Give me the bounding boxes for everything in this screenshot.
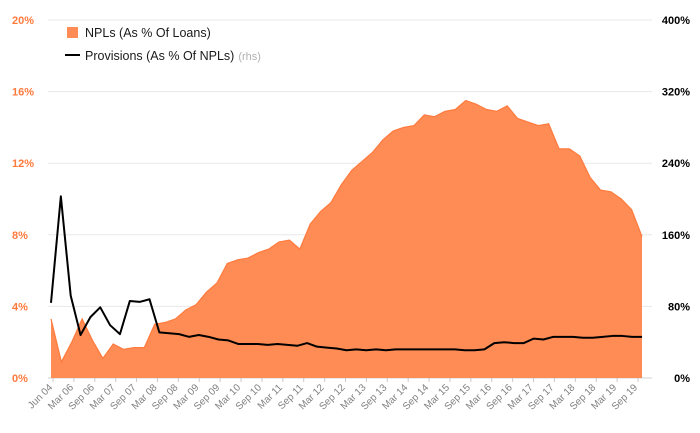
y-right-tick-label: 0% bbox=[674, 373, 690, 385]
y-axis-left: 0% 4% 8% 12% 16% 20% bbox=[12, 15, 34, 385]
legend-label-provisions-suffix: (rhs) bbox=[238, 51, 261, 63]
provisions-line bbox=[50, 195, 642, 352]
y-left-tick-label: 20% bbox=[12, 15, 34, 27]
legend: NPLs (As % Of Loans) Provisions (As % Of… bbox=[65, 26, 261, 63]
npl-area-layer bbox=[50, 99, 643, 379]
legend-swatch-npl bbox=[67, 27, 78, 38]
y-right-tick-label: 80% bbox=[668, 301, 690, 313]
legend-label-provisions-text: Provisions (As % Of NPLs) bbox=[85, 49, 234, 63]
npl-area bbox=[51, 100, 642, 379]
npl-area-edge bbox=[50, 99, 643, 364]
y-left-tick-label: 0% bbox=[12, 373, 28, 385]
y-right-tick-label: 320% bbox=[662, 87, 690, 99]
y-left-tick-label: 4% bbox=[12, 301, 28, 313]
y-right-tick-label: 240% bbox=[662, 158, 690, 170]
y-left-tick-label: 16% bbox=[12, 87, 34, 99]
y-right-tick-label: 400% bbox=[662, 15, 690, 27]
y-right-tick-label: 160% bbox=[662, 230, 690, 242]
y-left-tick-label: 12% bbox=[12, 158, 34, 170]
y-axis-right: 0% 80% 160% 240% 320% 400% bbox=[662, 15, 690, 385]
provisions-line-layer bbox=[50, 195, 642, 352]
y-left-tick-label: 8% bbox=[12, 230, 28, 242]
legend-label-provisions: Provisions (As % Of NPLs) (rhs) bbox=[85, 49, 261, 63]
legend-label-npl: NPLs (As % Of Loans) bbox=[85, 26, 211, 40]
